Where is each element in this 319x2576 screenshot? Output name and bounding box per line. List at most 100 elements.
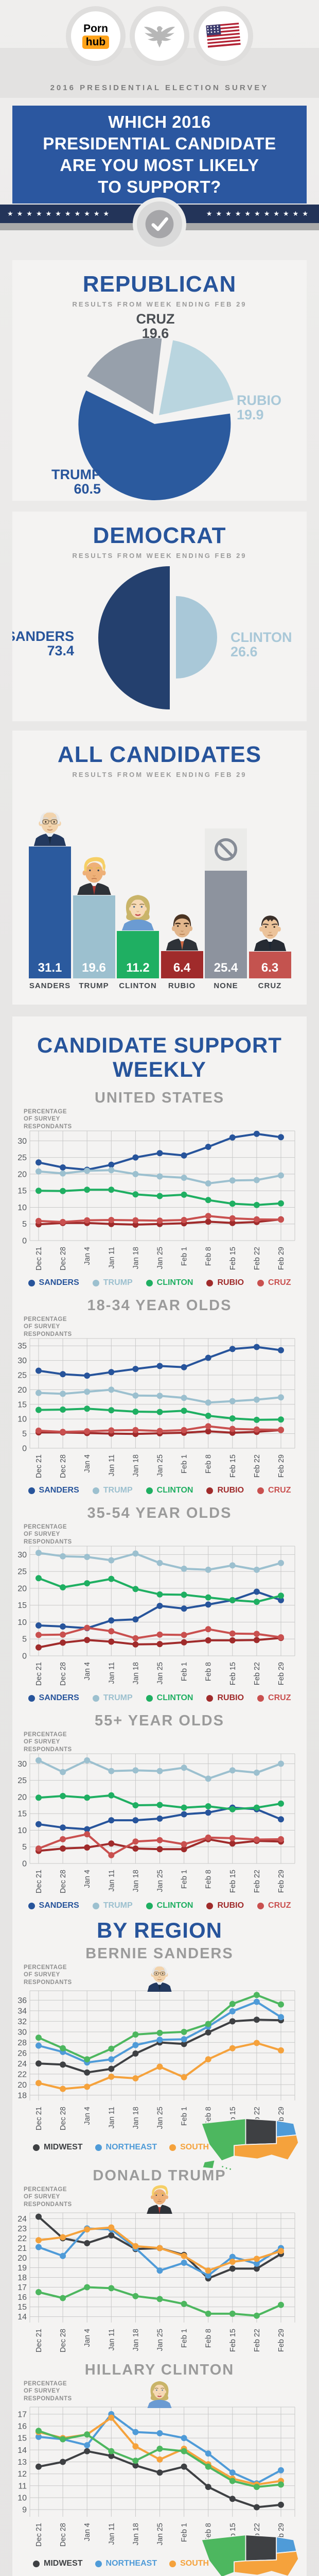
legend-item-clinton: CLINTON [146,1278,193,1287]
eagle-seal-circle [130,6,189,66]
svg-text:20: 20 [17,1386,27,1395]
svg-text:5: 5 [22,1430,27,1438]
eagle-seal-icon [141,16,178,56]
legend-item-rubio: RUBIO [206,1693,244,1703]
svg-text:TRUMP: TRUMP [51,467,101,482]
trump-region-title: DONALD TRUMP [93,2167,226,2184]
svg-text:16: 16 [17,2293,27,2302]
clinton-region-title: HILLARY CLINTON [84,2362,235,2379]
svg-text:0: 0 [22,1237,27,1246]
svg-text:0: 0 [22,1445,27,1453]
svg-text:Feb 8: Feb 8 [205,1870,213,1889]
svg-text:15: 15 [17,1810,27,1819]
svg-text:15: 15 [17,1601,27,1610]
weekly-section: CANDIDATE SUPPORT WEEKLY UNITED STATES P… [12,1016,307,2576]
svg-text:Feb 15: Feb 15 [229,1662,237,1685]
svg-text:19.6: 19.6 [142,326,169,341]
svg-text:13: 13 [17,2458,27,2467]
svg-text:Jan 25: Jan 25 [156,2523,165,2546]
svg-text:32: 32 [17,2018,27,2026]
clinton-region-legend: MIDWESTNORTHEASTSOUTHWEST [12,2534,307,2576]
svg-text:Feb 1: Feb 1 [181,2107,189,2126]
stars-left: ★★★★★★★★★★★ [7,210,113,217]
republican-section: REPUBLICAN RESULTS FROM WEEK ENDING FEB … [12,260,307,501]
svg-text:Jan 25: Jan 25 [156,2107,165,2129]
svg-text:Feb 22: Feb 22 [253,1247,261,1270]
all-candidates-labels: SANDERS TRUMP CLINTON RUBIO NONE CRUZ [12,981,307,994]
svg-text:Dec 21: Dec 21 [35,2523,43,2547]
svg-text:16: 16 [17,2422,27,2431]
democrat-section: DEMOCRAT RESULTS FROM WEEK ENDING FEB 29… [12,512,307,721]
svg-text:Jan 11: Jan 11 [108,2523,116,2545]
svg-text:Feb 1: Feb 1 [181,2523,189,2542]
legend-item-sanders: SANDERS [28,1278,79,1287]
all-candidates-bar-chart: 31.1 19.6 11.2 6.4 25.4 6.3 [12,783,307,978]
us-line-chart: 30 25 20 15 10 5 0 Dec 21 Dec 28 Jan 4 Jan 11 Jan 1… [17,1130,295,1270]
svg-text:14: 14 [17,2446,27,2455]
svg-text:Dec 28: Dec 28 [59,2523,67,2547]
y-axis-label: PERCENTAGE OF SURVEY RESPONDANTS [24,1524,72,1545]
svg-text:Feb 1: Feb 1 [181,1454,189,1473]
bar-column-clinton: 11.2 [117,888,159,978]
svg-text:10: 10 [17,1204,27,1212]
bar-value: 6.4 [173,961,191,975]
chart-block-55: 55+ YEAR OLDS PERCENTAGE OF SURVEY RESPO… [12,1713,307,1912]
legend-item-cruz: CRUZ [257,1278,291,1287]
bar-label: CLINTON [119,981,157,990]
svg-text:18: 18 [17,2091,27,2100]
none-prohibition-icon [205,828,247,871]
bar-label: RUBIO [168,981,196,990]
legend-item-rubio: RUBIO [206,1278,244,1287]
svg-text:Feb 22: Feb 22 [253,2329,261,2352]
svg-text:24: 24 [17,2215,27,2224]
legend-item-sanders: SANDERS [28,1693,79,1703]
age-18-34-legend: SANDERS TRUMP CLINTON RUBIO CRUZ [12,1484,307,1497]
svg-text:Jan 25: Jan 25 [156,1247,165,1269]
main-question: WHICH 2016 PRESIDENTIAL CANDIDATE ARE YO… [43,112,276,196]
svg-text:Jan 11: Jan 11 [108,1870,116,1891]
svg-text:Jan 18: Jan 18 [132,2329,140,2351]
svg-text:Feb 1: Feb 1 [181,1870,189,1889]
svg-text:25: 25 [17,1568,27,1577]
svg-text:Feb 15: Feb 15 [229,1454,237,1478]
all-candidates-title: ALL CANDIDATES [57,742,262,767]
svg-text:20: 20 [17,2081,27,2090]
svg-text:Feb 29: Feb 29 [277,1662,286,1685]
svg-text:Jan 18: Jan 18 [132,1662,140,1685]
democrat-subtitle: RESULTS FROM WEEK ENDING FEB 29 [72,552,247,560]
all-candidates-section: ALL CANDIDATES RESULTS FROM WEEK ENDING … [12,731,307,1005]
y-axis-label: PERCENTAGE OF SURVEY RESPONDANTS [24,2381,72,2402]
legend-item-south: SOUTH [169,2559,209,2568]
legend-item-rubio: RUBIO [206,1486,244,1495]
age-18-34-title: 18-34 YEAR OLDS [87,1297,232,1314]
svg-text:20: 20 [17,1584,27,1593]
svg-text:10: 10 [17,2494,27,2503]
svg-text:Feb 15: Feb 15 [229,1870,237,1893]
question-box: WHICH 2016 PRESIDENTIAL CANDIDATE ARE YO… [12,106,307,204]
us-region-map [201,2118,299,2171]
svg-text:30: 30 [17,1760,27,1769]
svg-text:Feb 8: Feb 8 [205,2107,213,2126]
svg-text:Dec 28: Dec 28 [59,1870,67,1893]
svg-text:Jan 25: Jan 25 [156,2329,165,2351]
legend-item-trump: TRUMP [92,1693,133,1703]
svg-text:RUBIO: RUBIO [237,393,281,408]
svg-text:12: 12 [17,2470,27,2479]
bar-column-rubio: 6.4 [161,908,203,978]
clinton-avatar [144,2376,175,2409]
svg-text:Jan 11: Jan 11 [108,1662,116,1684]
by-region-title: BY REGION [97,1918,222,1943]
svg-text:Feb 8: Feb 8 [205,2329,213,2348]
republican-title: REPUBLICAN [82,272,237,297]
svg-text:Jan 25: Jan 25 [156,1870,165,1892]
bar-value: 31.1 [38,961,62,975]
svg-text:Feb 8: Feb 8 [205,1454,213,1473]
svg-text:Jan 11: Jan 11 [108,2329,116,2350]
bar-value: 25.4 [214,961,238,975]
us-region-map [199,2529,299,2576]
svg-text:Jan 11: Jan 11 [108,2107,116,2128]
chart-block-clinton-region: HILLARY CLINTON PERCENTAGE OF SURVEY RES… [12,2362,307,2576]
svg-text:15: 15 [17,1400,27,1409]
